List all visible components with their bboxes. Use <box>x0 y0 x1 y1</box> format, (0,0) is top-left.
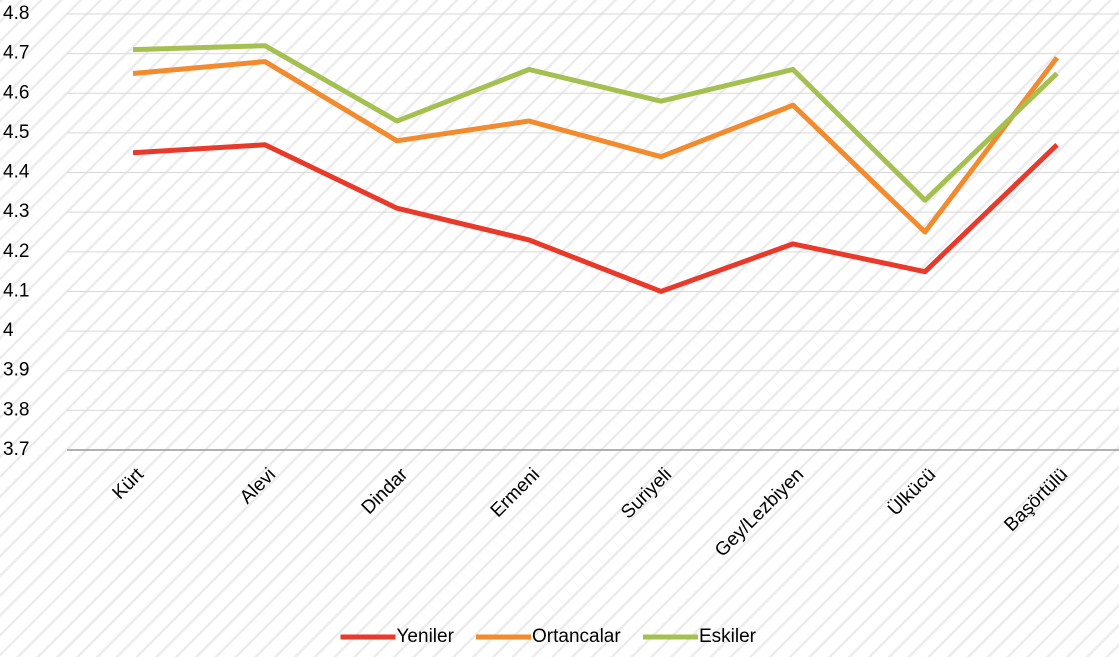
series-line <box>132 56 1059 235</box>
y-tick-label: 4.2 <box>3 241 29 262</box>
y-tick-label: 4.5 <box>3 122 29 143</box>
y-tick-label: 4 <box>3 320 14 341</box>
series-line <box>132 43 1059 203</box>
y-tick-label: 4.3 <box>3 201 29 222</box>
y-tick-label: 4.4 <box>3 162 30 183</box>
y-tick-label: 4.7 <box>3 43 29 64</box>
legend-label: Ortancalar <box>532 626 621 647</box>
y-tick-label: 4.1 <box>3 280 29 301</box>
legend-label: Eskiler <box>699 626 757 647</box>
y-tick-label: 3.7 <box>3 439 29 460</box>
y-tick-label: 3.8 <box>3 399 29 420</box>
y-tick-label: 4.6 <box>3 82 29 103</box>
y-tick-label: 3.9 <box>3 360 29 381</box>
series-line <box>132 142 1059 294</box>
y-tick-label: 4.8 <box>3 3 29 24</box>
legend-label: Yeniler <box>397 626 455 647</box>
